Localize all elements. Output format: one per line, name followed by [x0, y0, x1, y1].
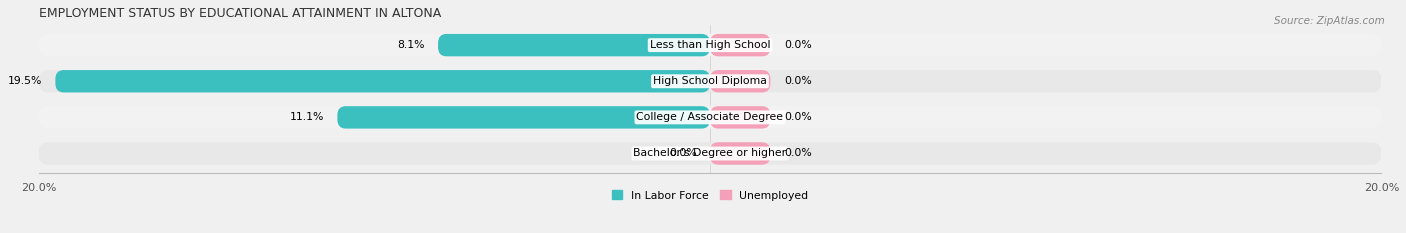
FancyBboxPatch shape — [710, 34, 770, 56]
Text: 0.0%: 0.0% — [783, 76, 811, 86]
FancyBboxPatch shape — [38, 106, 1381, 129]
FancyBboxPatch shape — [38, 70, 1381, 93]
FancyBboxPatch shape — [710, 142, 770, 165]
Text: 0.0%: 0.0% — [783, 112, 811, 122]
Text: Source: ZipAtlas.com: Source: ZipAtlas.com — [1274, 16, 1385, 26]
Text: 11.1%: 11.1% — [290, 112, 323, 122]
Text: Less than High School: Less than High School — [650, 40, 770, 50]
Text: 8.1%: 8.1% — [396, 40, 425, 50]
Text: High School Diploma: High School Diploma — [652, 76, 766, 86]
FancyBboxPatch shape — [439, 34, 710, 56]
Text: 0.0%: 0.0% — [669, 148, 696, 158]
Legend: In Labor Force, Unemployed: In Labor Force, Unemployed — [612, 190, 808, 201]
Text: 19.5%: 19.5% — [7, 76, 42, 86]
Text: 0.0%: 0.0% — [783, 40, 811, 50]
FancyBboxPatch shape — [38, 34, 1381, 56]
Text: 0.0%: 0.0% — [783, 148, 811, 158]
FancyBboxPatch shape — [38, 142, 1381, 165]
Text: College / Associate Degree: College / Associate Degree — [637, 112, 783, 122]
FancyBboxPatch shape — [55, 70, 710, 93]
FancyBboxPatch shape — [710, 70, 770, 93]
FancyBboxPatch shape — [337, 106, 710, 129]
Text: Bachelor's Degree or higher: Bachelor's Degree or higher — [634, 148, 786, 158]
FancyBboxPatch shape — [710, 106, 770, 129]
Text: EMPLOYMENT STATUS BY EDUCATIONAL ATTAINMENT IN ALTONA: EMPLOYMENT STATUS BY EDUCATIONAL ATTAINM… — [38, 7, 441, 20]
